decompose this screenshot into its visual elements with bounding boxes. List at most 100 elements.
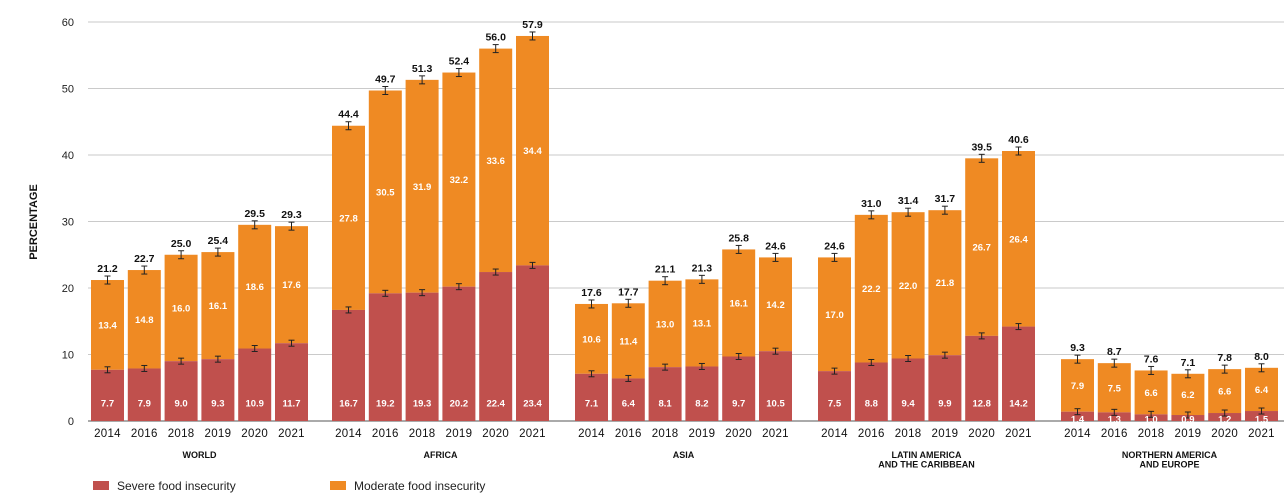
- x-tick-label: 2020: [482, 428, 509, 440]
- moderate-value-label: 26.4: [1009, 234, 1028, 245]
- y-axis-label: PERCENTAGE: [28, 184, 40, 260]
- bar-severe: [201, 359, 235, 421]
- total-label: 25.8: [728, 232, 749, 244]
- bar-severe: [722, 356, 756, 421]
- severe-value-label: 1.3: [1108, 415, 1121, 426]
- bar-severe: [127, 368, 161, 421]
- y-tick-label: 60: [62, 17, 74, 29]
- total-label: 57.9: [522, 19, 543, 31]
- y-tick-label: 0: [68, 416, 74, 428]
- severe-value-label: 20.2: [450, 399, 469, 410]
- group-label: WORLD: [183, 450, 217, 460]
- x-tick-label: 2014: [821, 428, 848, 440]
- total-label: 8.0: [1254, 351, 1269, 363]
- x-tick-label: 2014: [578, 428, 605, 440]
- severe-value-label: 9.3: [211, 399, 224, 410]
- moderate-value-label: 31.9: [413, 182, 432, 193]
- moderate-value-label: 16.1: [209, 301, 228, 312]
- moderate-value-label: 7.5: [1108, 383, 1122, 394]
- bar-severe: [1208, 413, 1242, 421]
- bar-moderate: [685, 279, 719, 367]
- x-tick-label: 2021: [278, 428, 305, 440]
- severe-value-label: 7.5: [828, 399, 842, 410]
- moderate-value-label: 6.6: [1144, 388, 1157, 399]
- severe-value-label: 22.4: [486, 399, 505, 410]
- total-label: 9.3: [1070, 342, 1085, 354]
- total-label: 25.4: [208, 235, 229, 247]
- x-tick-label: 2021: [1005, 428, 1032, 440]
- bar-moderate: [928, 210, 962, 356]
- bar-moderate: [332, 125, 365, 310]
- severe-value-label: 9.9: [938, 399, 951, 410]
- x-tick-label: 2016: [372, 428, 399, 440]
- moderate-value-label: 11.4: [619, 336, 638, 347]
- severe-value-label: 1.2: [1218, 415, 1231, 426]
- total-label: 52.4: [449, 56, 470, 68]
- y-tick-label: 10: [62, 350, 74, 362]
- severe-value-label: 23.4: [523, 399, 542, 410]
- total-label: 40.6: [1008, 134, 1029, 146]
- group-label: NORTHERN AMERICA: [1122, 450, 1218, 460]
- severe-value-label: 19.3: [413, 399, 432, 410]
- total-label: 17.6: [581, 287, 602, 299]
- severe-value-label: 19.2: [376, 399, 395, 410]
- severe-value-label: 14.2: [1009, 399, 1028, 410]
- moderate-value-label: 22.2: [862, 284, 881, 295]
- x-tick-label: 2019: [1175, 428, 1202, 440]
- legend-label: Severe food insecurity: [117, 479, 236, 493]
- bar-severe: [891, 358, 925, 421]
- moderate-value-label: 16.1: [729, 298, 748, 309]
- total-label: 31.7: [935, 193, 956, 205]
- total-label: 31.4: [898, 195, 919, 207]
- moderate-value-label: 32.2: [450, 175, 469, 186]
- bar-moderate: [818, 257, 851, 372]
- bar-severe: [1002, 326, 1035, 421]
- total-label: 39.5: [971, 141, 992, 153]
- bar-moderate: [1061, 359, 1094, 412]
- bar-moderate: [91, 280, 124, 370]
- bar-severe: [275, 343, 308, 421]
- total-label: 29.3: [281, 209, 302, 221]
- severe-value-label: 7.9: [138, 399, 151, 410]
- severe-value-label: 0.9: [1181, 415, 1194, 426]
- bar-severe: [332, 309, 365, 421]
- bar-moderate: [1097, 363, 1131, 413]
- legend-label: Moderate food insecurity: [354, 479, 485, 493]
- moderate-value-label: 13.4: [98, 320, 117, 331]
- x-tick-label: 2019: [205, 428, 232, 440]
- bar-moderate: [891, 212, 925, 359]
- bar-severe: [238, 348, 272, 421]
- severe-value-label: 7.7: [101, 399, 114, 410]
- bar-severe: [368, 293, 402, 421]
- bar-severe: [91, 369, 124, 421]
- total-label: 49.7: [375, 73, 396, 85]
- moderate-value-label: 17.0: [825, 310, 844, 321]
- total-label: 31.0: [861, 198, 882, 210]
- x-tick-label: 2016: [1101, 428, 1128, 440]
- moderate-value-label: 14.2: [766, 300, 785, 311]
- moderate-value-label: 18.6: [245, 282, 264, 293]
- total-label: 24.6: [765, 240, 786, 252]
- bar-moderate: [164, 254, 198, 362]
- total-label: 51.3: [412, 63, 433, 75]
- bar-severe: [965, 335, 999, 421]
- total-label: 21.2: [97, 263, 118, 275]
- x-tick-label: 2016: [615, 428, 642, 440]
- moderate-value-label: 13.0: [656, 319, 675, 330]
- total-label: 7.1: [1181, 357, 1196, 369]
- severe-value-label: 6.4: [622, 399, 636, 410]
- bar-moderate: [1245, 367, 1278, 412]
- moderate-value-label: 22.0: [899, 281, 918, 292]
- total-label: 56.0: [485, 32, 506, 44]
- moderate-value-label: 34.4: [523, 146, 542, 157]
- bar-severe: [854, 362, 888, 421]
- severe-value-label: 11.7: [283, 399, 301, 410]
- moderate-value-label: 6.4: [1255, 385, 1269, 396]
- bar-moderate: [1002, 151, 1035, 327]
- bar-severe: [648, 367, 682, 421]
- y-tick-label: 50: [62, 84, 74, 96]
- bar-moderate: [275, 226, 308, 344]
- severe-value-label: 9.4: [901, 399, 915, 410]
- severe-value-label: 16.7: [339, 399, 358, 410]
